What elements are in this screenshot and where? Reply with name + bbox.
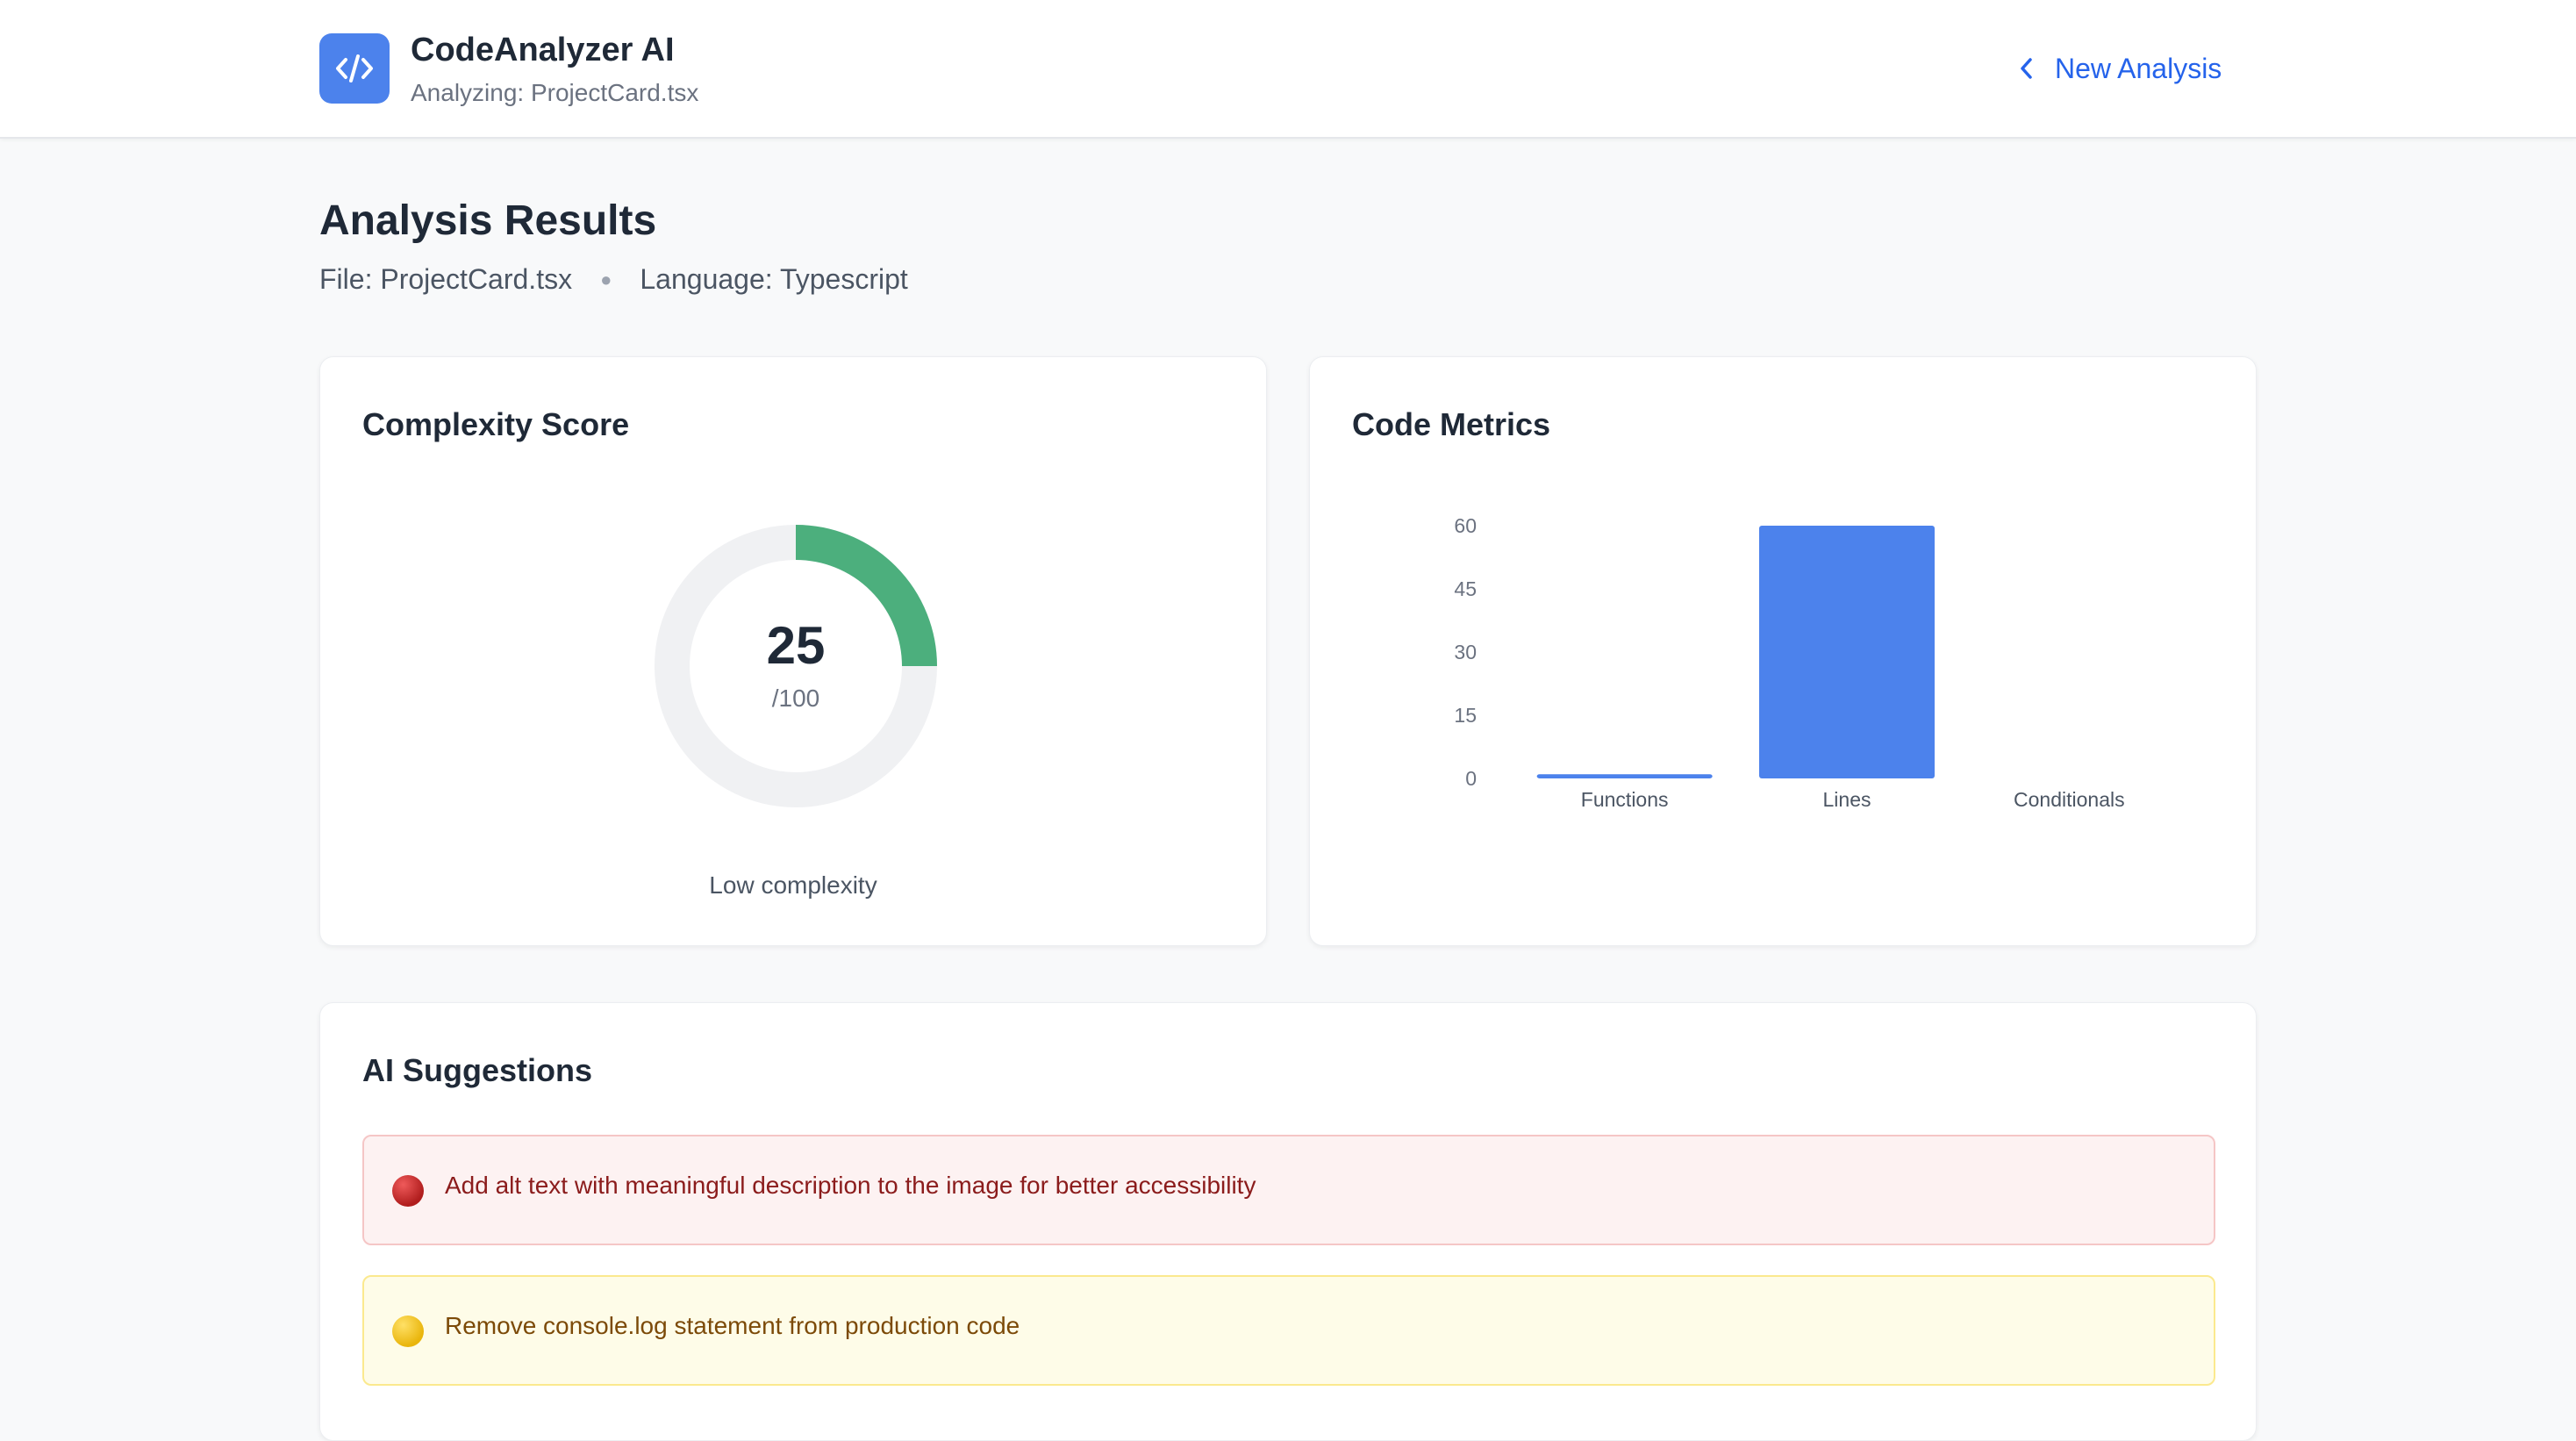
y-tick-label: 0: [1465, 767, 1477, 790]
suggestion-item: Add alt text with meaningful description…: [362, 1135, 2215, 1245]
x-tick-label: Functions: [1581, 788, 1669, 811]
bar-lines: [1759, 526, 1935, 778]
donut-chart: [655, 525, 937, 807]
new-analysis-label: New Analysis: [2055, 52, 2222, 84]
app-subtitle: Analyzing: ProjectCard.tsx: [411, 79, 699, 106]
file-info: File: ProjectCard.tsx ● Language: Typesc…: [319, 263, 908, 296]
new-analysis-button[interactable]: New Analysis: [2020, 47, 2222, 90]
app-title: CodeAnalyzer AI: [411, 32, 675, 68]
bar-functions: [1536, 774, 1713, 778]
suggestion-text: Remove console.log statement from produc…: [445, 1312, 1020, 1339]
code-icon: [336, 54, 373, 82]
app-header: CodeAnalyzer AI Analyzing: ProjectCard.t…: [0, 0, 2576, 139]
complexity-score: 25: [766, 616, 826, 675]
red-circle-icon: [392, 1175, 424, 1207]
y-tick-label: 15: [1454, 704, 1477, 727]
complexity-title: Complexity Score: [362, 406, 630, 442]
chevron-left-icon: [2021, 58, 2032, 79]
donut-center: 25 /100: [654, 524, 938, 808]
y-tick-label: 30: [1454, 641, 1477, 663]
y-tick-label: 60: [1454, 514, 1477, 537]
suggestion-text: Add alt text with meaningful description…: [445, 1172, 1256, 1199]
metrics-title: Code Metrics: [1352, 406, 1551, 442]
page-title: Analysis Results: [319, 197, 657, 244]
separator-dot: ●: [600, 268, 612, 290]
complexity-max: /100: [771, 685, 820, 712]
complexity-donut: 25 /100: [654, 524, 938, 808]
suggestions-card: AI Suggestions Add alt text with meaning…: [319, 1002, 2257, 1441]
y-tick-label: 45: [1454, 577, 1477, 600]
x-tick-label: Lines: [1823, 788, 1871, 811]
suggestion-item: Remove console.log statement from produc…: [362, 1275, 2215, 1386]
yellow-circle-icon: [392, 1316, 424, 1347]
app-logo: [319, 33, 390, 104]
complexity-card: Complexity Score 25 /100 Low complexity: [319, 356, 1267, 946]
donut-arc: [795, 525, 937, 667]
suggestions-title: AI Suggestions: [362, 1052, 593, 1088]
language-label: Language: Typescript: [640, 263, 908, 295]
metrics-card: Code Metrics 0 15 30 45 60 Functions Lines Cond…: [1309, 356, 2257, 946]
code-metrics-chart: 0 15 30 45 60 Functions Lines Conditionals: [1454, 514, 2125, 811]
x-tick-label: Conditionals: [2014, 788, 2125, 811]
complexity-label: Low complexity: [709, 871, 877, 899]
file-label: File: ProjectCard.tsx: [319, 263, 573, 295]
